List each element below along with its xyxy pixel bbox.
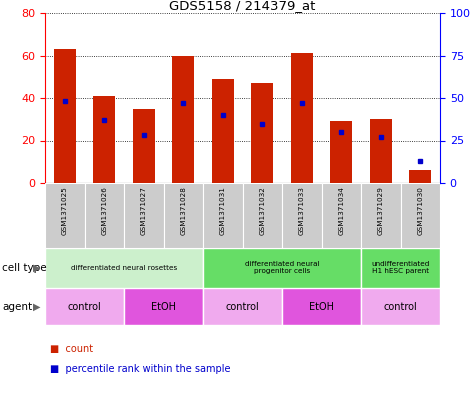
Text: GSM1371033: GSM1371033	[299, 186, 305, 235]
Text: GSM1371029: GSM1371029	[378, 186, 384, 235]
Bar	[124, 288, 203, 325]
Bar	[251, 83, 273, 183]
Text: GSM1371027: GSM1371027	[141, 186, 147, 235]
Bar	[400, 183, 440, 248]
Text: undifferentiated
H1 hESC parent: undifferentiated H1 hESC parent	[371, 261, 430, 274]
Text: GSM1371026: GSM1371026	[101, 186, 107, 235]
Text: GSM1371028: GSM1371028	[180, 186, 186, 235]
Bar	[282, 183, 322, 248]
Bar	[243, 183, 282, 248]
Bar	[282, 288, 361, 325]
Text: GSM1371032: GSM1371032	[259, 186, 265, 235]
Text: differentiated neural
progenitor cells: differentiated neural progenitor cells	[245, 261, 319, 274]
Bar	[409, 170, 431, 183]
Bar	[45, 183, 85, 248]
Text: EtOH: EtOH	[151, 301, 176, 312]
Title: GDS5158 / 214379_at: GDS5158 / 214379_at	[169, 0, 316, 12]
Bar	[361, 183, 400, 248]
Bar	[163, 183, 203, 248]
Bar	[54, 49, 76, 183]
Bar	[361, 288, 440, 325]
Text: control: control	[67, 301, 101, 312]
Bar	[331, 121, 352, 183]
Bar	[45, 288, 124, 325]
Text: cell type: cell type	[2, 263, 47, 273]
Bar	[94, 96, 115, 183]
Bar	[172, 55, 194, 183]
Text: control: control	[384, 301, 418, 312]
Text: control: control	[226, 301, 259, 312]
Text: ■  count: ■ count	[50, 344, 93, 354]
Text: ▶: ▶	[33, 263, 40, 273]
Bar	[203, 183, 243, 248]
Bar	[203, 288, 282, 325]
Text: ▶: ▶	[33, 301, 40, 312]
Text: GSM1371031: GSM1371031	[220, 186, 226, 235]
Bar	[45, 248, 203, 288]
Text: GSM1371030: GSM1371030	[417, 186, 423, 235]
Bar	[85, 183, 124, 248]
Text: GSM1371025: GSM1371025	[62, 186, 68, 235]
Bar	[370, 119, 391, 183]
Bar	[133, 108, 154, 183]
Bar	[212, 79, 234, 183]
Text: GSM1371034: GSM1371034	[338, 186, 344, 235]
Text: EtOH: EtOH	[309, 301, 334, 312]
Bar	[291, 53, 313, 183]
Bar	[124, 183, 163, 248]
Text: differentiated neural rosettes: differentiated neural rosettes	[71, 265, 177, 271]
Text: agent: agent	[2, 301, 32, 312]
Bar	[361, 248, 440, 288]
Text: ■  percentile rank within the sample: ■ percentile rank within the sample	[50, 364, 230, 374]
Bar	[203, 248, 361, 288]
Bar	[322, 183, 361, 248]
